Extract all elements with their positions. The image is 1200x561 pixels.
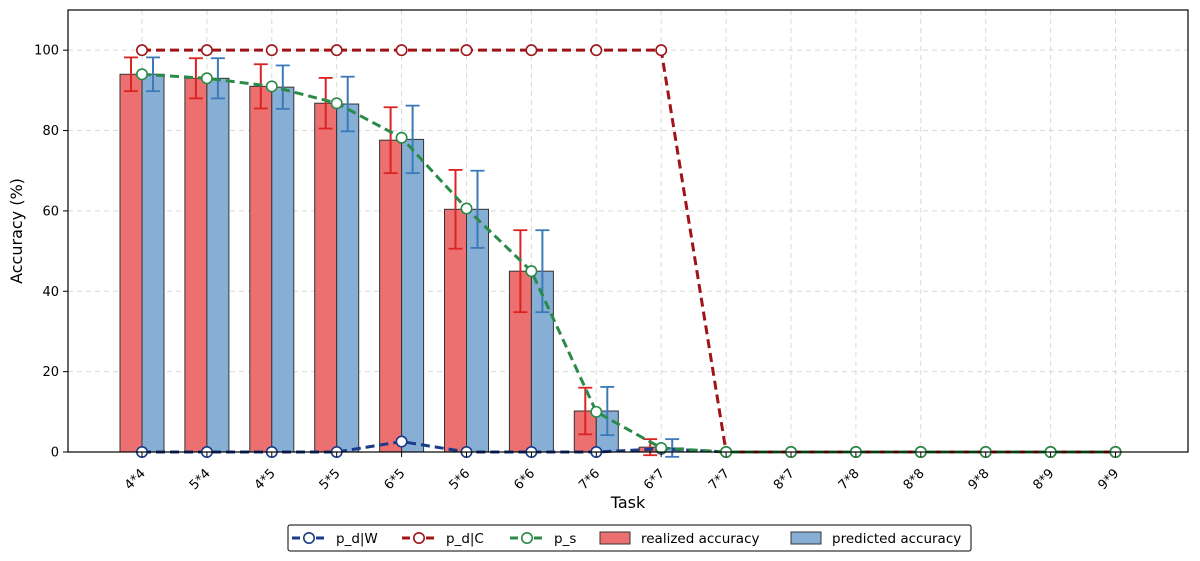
bar-realized-accuracy (314, 102, 338, 453)
bar-predicted-accuracy (271, 86, 295, 453)
point-p-d-c (330, 44, 343, 57)
error-bar-predicted (405, 104, 420, 175)
error-bar-realized (513, 229, 528, 314)
legend-item: predicted accuracy (790, 531, 961, 547)
x-tick-label: 6*7 (641, 466, 668, 493)
x-axis-label: Task (610, 493, 646, 512)
legend-label: p_s (554, 531, 576, 547)
bar-predicted-accuracy (401, 138, 425, 453)
error-bar-predicted (665, 438, 680, 458)
legend-item: p_s (510, 531, 576, 547)
x-tick-label: 9*9 (1095, 466, 1122, 493)
legend: p_d|W p_d|C p_s realized accuracy predicted … (287, 524, 972, 552)
x-tick-label: 8*9 (1031, 466, 1058, 493)
point-p-s (590, 405, 603, 418)
bar-realized-accuracy (249, 85, 273, 453)
error-bar-realized (448, 169, 463, 250)
x-tick-label: 9*8 (966, 466, 993, 493)
legend-item: p_d|C (402, 531, 484, 547)
error-bar-predicted (470, 169, 485, 249)
error-bar-predicted (146, 56, 160, 93)
x-tick-label: 7*6 (576, 466, 603, 493)
point-p-d-c (265, 44, 278, 57)
point-p-d-c (395, 44, 408, 57)
bar-realized-accuracy (184, 77, 208, 453)
legend-label: predicted accuracy (832, 531, 961, 547)
point-p-s (136, 68, 149, 81)
point-p-d-c (460, 44, 473, 57)
error-bar-realized (383, 106, 398, 175)
legend-item: p_d|W (292, 531, 378, 547)
plot-area-frame (67, 9, 1189, 453)
bar-predicted-accuracy (336, 103, 360, 453)
y-tick-label: 80 (42, 124, 59, 139)
legend-label: p_d|C (446, 531, 484, 547)
point-p-s (525, 265, 538, 278)
y-tick-label: 60 (42, 204, 59, 219)
bars (119, 73, 684, 453)
error-bar-predicted (340, 75, 355, 133)
y-tick-label: 20 (42, 365, 59, 380)
error-bar-realized (124, 56, 138, 93)
line-p-s (141, 72, 1116, 454)
x-tick-label: 8*8 (901, 466, 928, 493)
error-bar-realized (578, 386, 593, 436)
point-p-d-c (200, 44, 213, 57)
y-tick-label: 0 (51, 446, 59, 461)
error-bar-realized (318, 77, 333, 130)
point-p-d-w (395, 435, 408, 448)
error-bars (124, 56, 680, 458)
x-tick-label: 6*6 (511, 466, 538, 493)
y-axis-label: Accuracy (%) (7, 178, 26, 284)
x-tick-label: 5*4 (187, 466, 214, 493)
point-p-d-c (655, 44, 668, 57)
y-axis: 0 20 40 60 80 100 (34, 44, 68, 461)
point-p-s (395, 131, 408, 144)
point-p-d-c (136, 44, 149, 57)
x-tick-label: 5*5 (317, 466, 344, 493)
bar-predicted-accuracy (206, 77, 230, 453)
error-bar-predicted (600, 386, 615, 437)
error-bar-predicted (275, 64, 290, 110)
x-tick-label: 7*8 (836, 466, 863, 493)
grid (68, 10, 1188, 453)
y-tick-label: 100 (34, 44, 59, 59)
bar-predicted-accuracy (141, 73, 165, 453)
x-tick-label: 5*6 (446, 466, 473, 493)
legend-label: p_d|W (336, 531, 378, 547)
x-tick-label: 6*5 (382, 466, 409, 493)
point-p-d-c (525, 44, 538, 57)
legend-label: realized accuracy (641, 531, 760, 547)
error-bar-predicted (535, 229, 550, 314)
legend-item: realized accuracy (599, 531, 760, 547)
point-p-s (265, 80, 278, 93)
x-tick-label: 4*4 (122, 466, 149, 493)
point-p-s (330, 97, 343, 110)
bar-realized-accuracy (119, 73, 143, 453)
error-bar-realized (188, 57, 203, 100)
point-p-s (200, 72, 213, 85)
point-p-s (460, 202, 473, 215)
x-tick-label: 8*7 (771, 466, 798, 493)
y-tick-label: 40 (42, 285, 59, 300)
x-tick-label: 7*7 (706, 466, 733, 493)
point-p-d-c (590, 44, 603, 57)
x-tick-label: 4*5 (252, 466, 279, 493)
bar-realized-accuracy (379, 139, 403, 453)
x-axis: 4*4 5*4 4*5 5*5 6*5 5*6 6*6 7*6 6*7 7*7 8*7 7*8 8*8 9… (122, 452, 1122, 493)
